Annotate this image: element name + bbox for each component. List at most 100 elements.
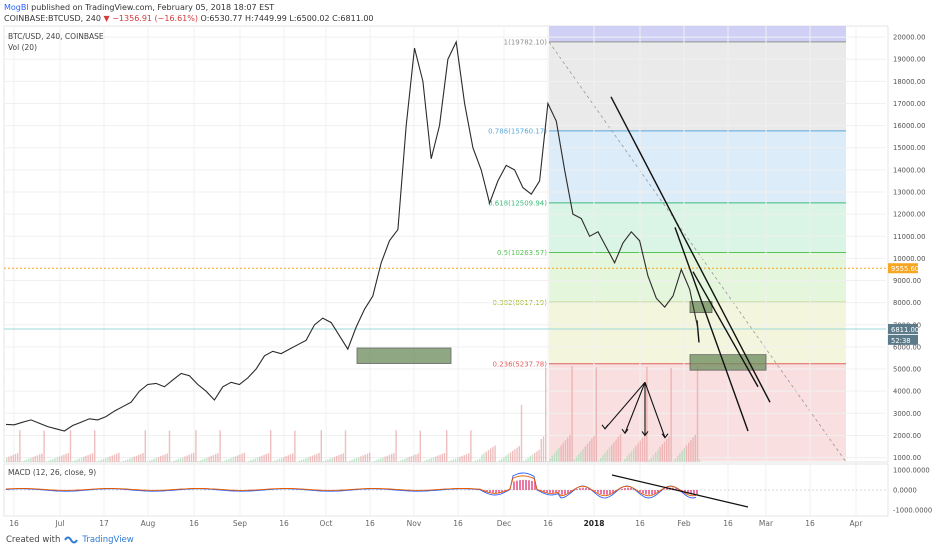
volume-bar	[461, 455, 463, 462]
volume-bar	[692, 437, 694, 462]
volume-bar	[54, 458, 56, 462]
volume-bar	[234, 456, 237, 462]
volume-bar	[507, 453, 509, 462]
volume-bar	[608, 447, 611, 462]
macd-histogram-bar	[648, 490, 650, 495]
macd-histogram-bar	[690, 490, 692, 495]
volume-bar	[318, 452, 320, 462]
fib-zone	[549, 252, 846, 303]
x-tick-label: 16	[189, 519, 199, 528]
volume-bar	[397, 461, 399, 462]
volume-bar	[600, 457, 602, 462]
volume-bar	[47, 460, 50, 462]
volume-bar	[584, 446, 586, 462]
volume-bar	[314, 454, 316, 462]
volume-bar	[446, 430, 448, 462]
volume-bar	[558, 447, 560, 462]
volume-bar	[199, 460, 201, 462]
macd-histogram-bar	[495, 490, 497, 493]
volume-bar	[518, 446, 520, 462]
volume-bar	[325, 460, 327, 462]
volume-bar	[144, 430, 146, 462]
macd-histogram-bar	[630, 487, 632, 490]
volume-label: Vol (20)	[8, 43, 37, 52]
arrow-line	[624, 382, 646, 434]
volume-bar	[344, 430, 347, 462]
volume-bar	[193, 452, 195, 462]
macd-histogram-bar	[486, 490, 488, 492]
volume-bar	[490, 448, 492, 462]
macd-histogram-bar	[522, 479, 524, 490]
y-tick-label: 13000.00	[893, 188, 925, 196]
volume-bar	[89, 454, 91, 462]
x-tick-label: 17	[99, 519, 109, 528]
volume-bar	[408, 456, 410, 462]
x-tick-label: 16	[543, 519, 553, 528]
volume-bar	[322, 461, 325, 462]
volume-bar	[155, 457, 157, 462]
arrow-line	[644, 382, 666, 438]
x-tick-label: 16	[365, 519, 375, 528]
volume-bar	[652, 454, 655, 462]
volume-bar	[122, 461, 124, 462]
volume-bar	[186, 455, 188, 462]
volume-bar	[369, 452, 371, 462]
x-tick-label: 16	[805, 519, 815, 528]
macd-histogram-bar	[645, 490, 647, 495]
volume-bar	[41, 453, 43, 462]
volume-bar	[243, 452, 245, 462]
volume-bar	[399, 460, 402, 462]
y-tick-label: 14000.00	[893, 166, 925, 174]
volume-bar	[481, 454, 483, 462]
annotations[interactable]	[356, 96, 771, 439]
volume-bar	[520, 404, 523, 462]
volume-bar	[410, 456, 413, 462]
author-link[interactable]: MogBl	[4, 3, 29, 12]
y-tick-label: 2000.00	[893, 432, 921, 440]
volume-bar	[604, 452, 606, 462]
volume-bar	[146, 461, 149, 462]
volume-bar	[391, 453, 393, 462]
volume-bar	[281, 457, 283, 462]
volume-bar	[327, 459, 329, 462]
volume-bar	[556, 450, 558, 462]
volume-bar	[690, 440, 692, 462]
volume-bar	[52, 459, 54, 462]
time-axis[interactable]: 16 Jul 17 Aug 16 Sep 16 Oct 16 Nov 16 Dec 16 2018 16 Fe…	[9, 519, 863, 528]
volume-bar	[135, 455, 138, 462]
price-tag-label: 52:38	[891, 337, 911, 345]
macd-histogram-bar	[675, 488, 677, 490]
volume-bar	[10, 455, 12, 462]
volume-bar	[637, 443, 639, 462]
volume-bar	[56, 457, 58, 462]
macd-indicator: 1000.0000 0.0000 -1000.0000	[4, 467, 932, 515]
volume-bar	[666, 439, 668, 462]
volume-bar	[61, 455, 63, 462]
volume-bar	[305, 458, 307, 462]
volume-bar	[226, 459, 228, 462]
volume-bar	[217, 453, 219, 462]
volume-bar	[76, 459, 78, 462]
macd-trend-line	[611, 474, 749, 508]
volume-bar	[366, 453, 369, 462]
ohlc-line: COINBASE:BTCUSD, 240 ▼ −1356.91 (−16.61%…	[4, 13, 928, 24]
volume-bar	[259, 456, 261, 462]
volume-bar	[39, 454, 41, 462]
volume-bar	[208, 456, 210, 462]
price-chart[interactable]: 1(19782.10) 0.786(15760.17) 0.618(12509.94…	[0, 0, 932, 532]
volume-bar	[463, 455, 465, 462]
tradingview-link[interactable]: TradingView	[82, 535, 134, 545]
volume-bar	[153, 458, 155, 462]
change-down-icon: ▼	[103, 14, 110, 23]
volume-bar	[470, 430, 472, 462]
fib-zone	[549, 202, 846, 253]
price-axis[interactable]: 1000.00 2000.00 3000.00 4000.00 5000.00 6000.…	[893, 34, 925, 463]
volume-bar	[83, 456, 85, 462]
fib-zone	[549, 130, 846, 203]
y-tick-label: 17000.00	[893, 100, 925, 108]
volume-bar	[336, 455, 338, 462]
volume-bar	[309, 456, 311, 462]
volume-bar	[100, 459, 102, 462]
volume-bar	[140, 453, 142, 462]
volume-bar	[197, 461, 199, 462]
